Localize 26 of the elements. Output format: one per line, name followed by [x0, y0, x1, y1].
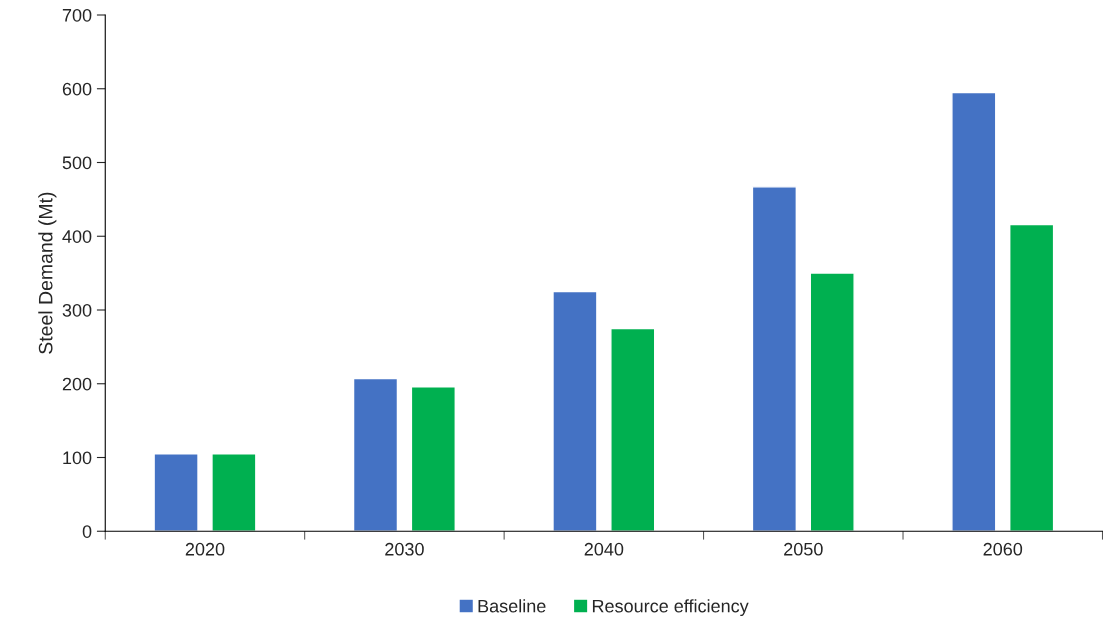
- y-tick-label: 600: [62, 82, 92, 96]
- x-tick-label: 2020: [185, 542, 225, 556]
- bar: [809, 272, 855, 532]
- y-tick-label: 300: [62, 303, 92, 317]
- bar: [410, 386, 456, 532]
- bar: [552, 290, 598, 532]
- x-tick-label: 2060: [983, 542, 1023, 556]
- bar: [751, 186, 798, 532]
- y-tick-label: 500: [62, 156, 92, 170]
- legend-label: Resource efficiency: [592, 599, 749, 617]
- y-tick-label: 200: [62, 377, 92, 391]
- y-tick-label: 100: [63, 451, 92, 465]
- x-tick-label: 2040: [584, 542, 624, 556]
- bar: [1009, 223, 1055, 532]
- y-tick-label: 0: [82, 525, 92, 538]
- bar: [153, 453, 199, 532]
- y-tick-label: 700: [62, 8, 92, 22]
- bar: [610, 327, 656, 532]
- x-tick-label: 2050: [784, 542, 823, 556]
- y-tick-label: 400: [62, 230, 92, 243]
- bar: [352, 377, 399, 532]
- legend-label: Baseline: [478, 599, 546, 613]
- y-axis-title: Steel Demand (Mt): [38, 192, 57, 354]
- bar: [951, 91, 997, 532]
- bar: [211, 453, 257, 532]
- x-tick-label: 2030: [385, 542, 424, 556]
